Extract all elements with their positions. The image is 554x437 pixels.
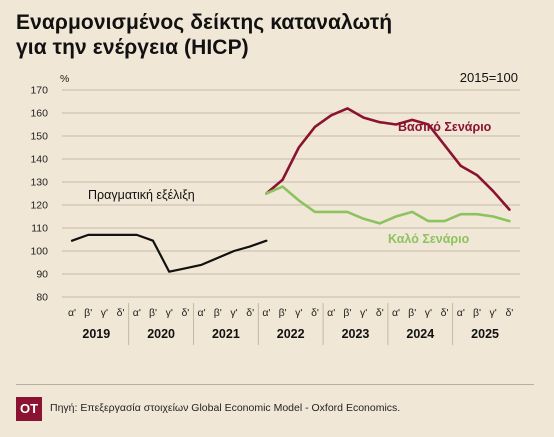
series-label: Καλό Σενάριο: [388, 232, 470, 246]
y-tick-label: 130: [30, 177, 48, 189]
year-label: 2022: [277, 327, 305, 341]
quarter-label: α': [327, 307, 335, 319]
quarter-label: α': [392, 307, 400, 319]
quarter-label: α': [262, 307, 270, 319]
quarter-label: α': [457, 307, 465, 319]
quarter-label: β': [343, 307, 351, 319]
line-chart: 80 90 100 110 120 130 140 150 160 170% 2015=100 α' β…: [30, 70, 520, 345]
year-label: 2021: [212, 327, 240, 341]
quarter-label: γ': [101, 307, 108, 319]
series-line: [265, 107, 511, 211]
year-label: 2025: [471, 327, 499, 341]
quarter-label: β': [214, 307, 222, 319]
quarter-label: β': [408, 307, 416, 319]
quarter-label: δ': [441, 307, 449, 319]
chart-title-line-2: για την ενέργεια (HICP): [16, 36, 249, 59]
quarter-label: γ': [295, 307, 302, 319]
axis-labels: 80 90 100 110 120 130 140 150 160 170% 2015=100 α' β…: [30, 70, 518, 341]
y-tick-label: 120: [30, 200, 48, 212]
y-tick-label: 140: [30, 154, 48, 166]
quarter-label: α': [133, 307, 141, 319]
footer-divider: [16, 384, 534, 385]
quarter-label: γ': [490, 307, 497, 319]
year-label: 2019: [82, 327, 110, 341]
y-tick-label: 170: [30, 85, 48, 97]
ot-logo: ΟΤ: [16, 397, 42, 421]
series-line: [70, 233, 268, 273]
quarter-label: β': [84, 307, 92, 319]
quarter-label: δ': [181, 307, 189, 319]
series-label: Βασικό Σενάριο: [398, 120, 492, 134]
series-lines: [70, 107, 511, 273]
quarter-label: β': [149, 307, 157, 319]
quarter-label: γ': [360, 307, 367, 319]
grid-lines: [62, 89, 520, 345]
y-tick-label: 160: [30, 108, 48, 120]
quarter-label: δ': [505, 307, 513, 319]
quarter-label: α': [68, 307, 76, 319]
y-tick-label: 150: [30, 131, 48, 143]
base-year-note: 2015=100: [460, 70, 518, 85]
quarter-label: γ': [425, 307, 432, 319]
quarter-label: β': [473, 307, 481, 319]
series-labels: Πραγματική εξέλιξη Βασικό Σενάριο Καλό Σεν…: [88, 120, 492, 246]
series-label: Πραγματική εξέλιξη: [88, 188, 195, 202]
quarter-label: δ': [311, 307, 319, 319]
year-label: 2020: [147, 327, 175, 341]
quarter-label: δ': [246, 307, 254, 319]
chart-title: Εναρμονισμένος δείκτης καταναλωτή για τη…: [16, 10, 392, 60]
y-axis-unit: %: [60, 73, 69, 85]
quarter-label: β': [279, 307, 287, 319]
y-tick-label: 80: [36, 292, 48, 304]
quarter-label: δ': [117, 307, 125, 319]
series-line: [265, 185, 511, 225]
year-label: 2023: [342, 327, 370, 341]
source-note: Πηγή: Επεξεργασία στοιχείων Global Econo…: [50, 402, 401, 414]
year-label: 2024: [406, 327, 434, 341]
y-tick-label: 90: [36, 269, 48, 281]
quarter-label: α': [198, 307, 206, 319]
quarter-label: δ': [376, 307, 384, 319]
chart-title-line-1: Εναρμονισμένος δείκτης καταναλωτή: [16, 11, 393, 34]
quarter-label: γ': [230, 307, 237, 319]
y-tick-label: 100: [30, 246, 48, 258]
y-tick-label: 110: [31, 223, 48, 235]
quarter-label: γ': [166, 307, 173, 319]
